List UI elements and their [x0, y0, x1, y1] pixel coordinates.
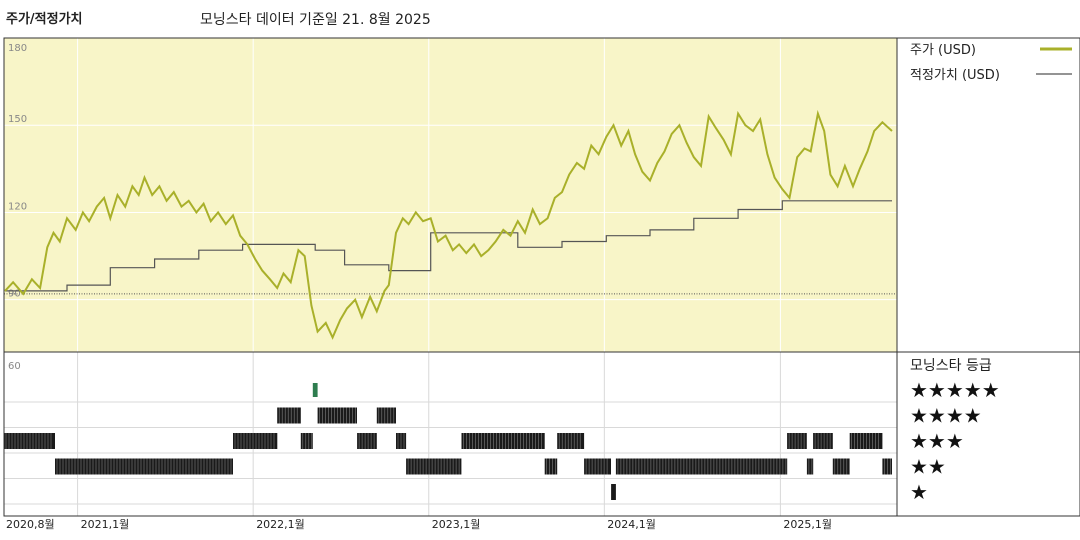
rating-segment — [461, 433, 545, 449]
rating-segment — [557, 433, 585, 449]
x-tick-label: 2025,1월 — [783, 518, 832, 531]
price-line — [4, 109, 893, 340]
rating-segment — [300, 433, 313, 449]
rating-segment — [832, 458, 850, 475]
rating-segment — [615, 458, 788, 475]
rating-panel-title: 모닝스타 등급 — [910, 358, 992, 374]
legend-fair-value-label: 적정가치 (USD) — [910, 68, 1000, 83]
x-tick-label: 2021,1월 — [81, 518, 130, 531]
rating-segment — [544, 458, 558, 475]
rating-segment — [312, 383, 318, 397]
rating-segment — [849, 433, 883, 449]
rating-level-5-stars: ★★★★★ — [910, 378, 1000, 402]
rating-segment — [396, 433, 407, 449]
price-y-axis-labels: 90 120 150 180 — [8, 43, 27, 300]
price-y-tick-label: 150 — [8, 114, 27, 125]
rating-segment — [584, 458, 611, 475]
rating-level-1-stars: ★ — [910, 480, 928, 504]
x-tick-label: 2024,1월 — [607, 518, 656, 531]
rating-segment — [317, 407, 357, 424]
rating-level-3-stars: ★★★ — [910, 429, 964, 453]
rating-panel-grid — [4, 352, 897, 516]
legend: 주가 (USD) 적정가치 (USD) — [910, 43, 1072, 83]
legend-price-label: 주가 (USD) — [910, 43, 976, 58]
rating-segment — [55, 458, 233, 475]
x-tick-label: 2023,1월 — [432, 518, 481, 531]
rating-levels: ★★★★★★★★★★★★★★★ — [910, 378, 1000, 504]
price-y-tick-label: 90 — [8, 289, 21, 300]
x-tick-label: 2020,8월 — [6, 518, 55, 531]
rating-segment — [277, 407, 301, 424]
rating-segment — [406, 458, 462, 475]
price-y-tick-label: 120 — [8, 201, 27, 212]
rating-segment — [357, 433, 377, 449]
rating-segment — [376, 407, 396, 424]
price-y-tick-label: 180 — [8, 43, 27, 54]
rating-segment — [806, 458, 814, 475]
rating-y-tick-label: 60 — [8, 361, 21, 372]
rating-segment — [787, 433, 807, 449]
fair-value-line — [5, 200, 892, 292]
x-tick-label: 2022,1월 — [256, 518, 305, 531]
rating-segment — [611, 484, 616, 500]
rating-segment — [813, 433, 833, 449]
price-panel-grid — [4, 38, 897, 352]
chart-title: 주가/적정가치 — [6, 12, 83, 27]
rating-segment — [4, 433, 55, 449]
x-axis-labels: 2020,8월 2021,1월 2022,1월 2023,1월 2024,1월 2025,… — [6, 518, 832, 531]
rating-level-2-stars: ★★ — [910, 455, 946, 479]
chart-frame — [3, 37, 1080, 517]
source-note: 모닝스타 데이터 기준일 21. 8월 2025 — [200, 12, 431, 28]
rating-level-4-stars: ★★★★ — [910, 404, 982, 428]
rating-segment — [882, 458, 892, 475]
rating-bars — [4, 383, 892, 500]
rating-segment — [233, 433, 278, 449]
